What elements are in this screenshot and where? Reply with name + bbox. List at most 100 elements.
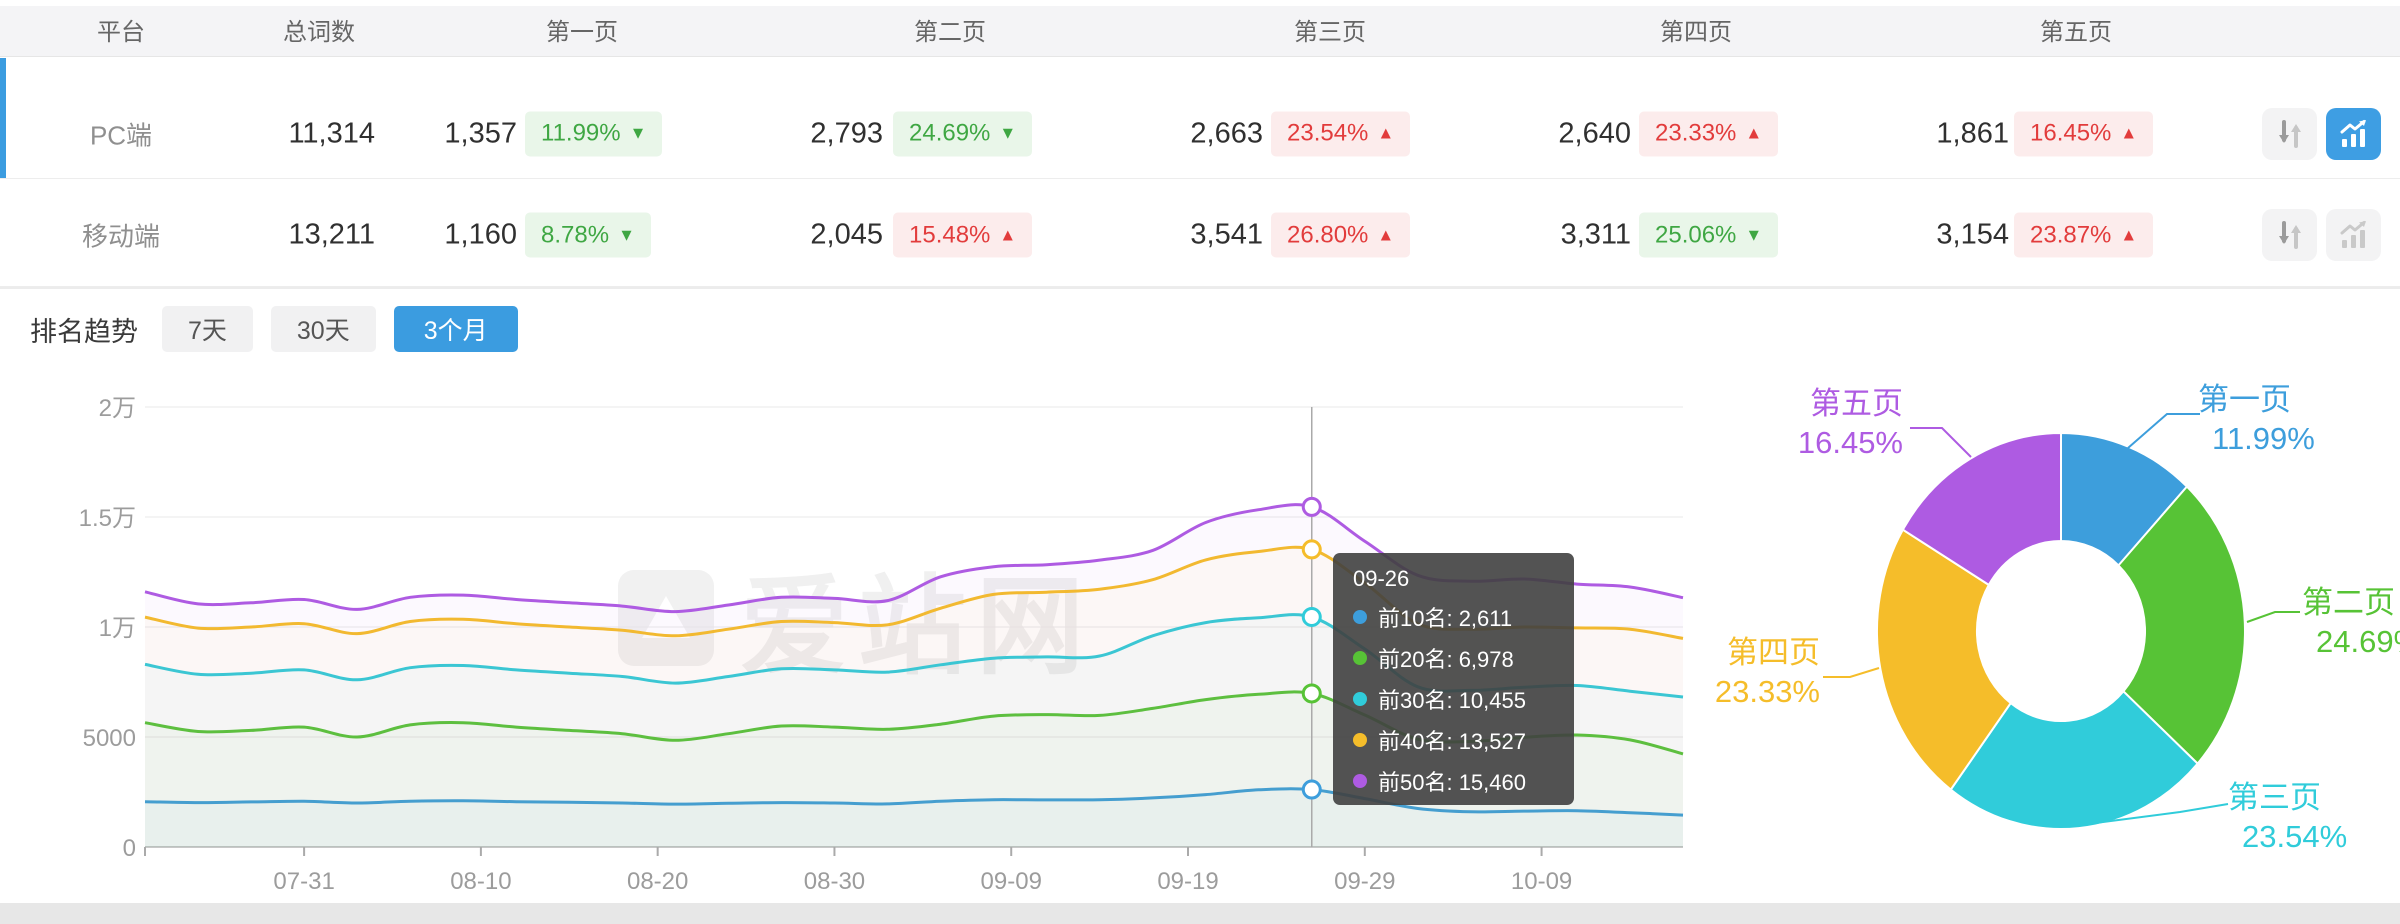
charts-canvas: 0 5000 1万 1.5万 2万 07-31 08-10 08-20 08-30 09-09 09… bbox=[79, 395, 2300, 895]
donut-slice-3[interactable] bbox=[1875, 528, 2013, 792]
up-triangle-icon: ▲ bbox=[2120, 225, 2138, 245]
aizhan-logo-icon bbox=[618, 570, 714, 666]
col-header-page4: 第四页 bbox=[1660, 19, 1732, 46]
x-axis-label: 08-20 bbox=[627, 868, 688, 895]
series-dot-icon bbox=[1353, 651, 1367, 665]
col-header-page3: 第三页 bbox=[1294, 19, 1366, 46]
trend-section-title: 排名趋势 bbox=[30, 316, 138, 347]
down-triangle-icon: ▼ bbox=[629, 123, 647, 143]
page5-count: 1,861 bbox=[1936, 117, 2009, 150]
donut-connector-2 bbox=[2079, 803, 2229, 826]
platform-label: 移动端 bbox=[81, 221, 160, 252]
col-header-page1: 第一页 bbox=[546, 19, 618, 46]
tab-30days[interactable]: 30天 bbox=[270, 306, 376, 352]
tooltip-item: 前10名: 2,611 bbox=[1353, 601, 1554, 633]
bottom-band bbox=[0, 903, 2400, 924]
series-dot-icon bbox=[1353, 733, 1367, 747]
tooltip-item: 前30名: 10,455 bbox=[1353, 683, 1554, 715]
table-row-pc[interactable]: PC端 11,314 1,357 11.99% ▼ 2,793 24.69% ▼ 2… bbox=[0, 58, 2400, 179]
tooltip-date: 09-26 bbox=[1353, 566, 1410, 591]
x-axis-label: 08-30 bbox=[804, 868, 865, 895]
donut-connector-0 bbox=[2127, 413, 2200, 449]
donut-slice-1[interactable] bbox=[2117, 485, 2246, 766]
hover-marker-0 bbox=[1301, 779, 1322, 800]
selected-row-accent bbox=[0, 58, 6, 178]
x-axis-label: 07-31 bbox=[273, 868, 334, 895]
donut-label-page3: 第三页 23.54% bbox=[2228, 780, 2348, 854]
up-triangle-icon: ▲ bbox=[1377, 225, 1395, 245]
table-row-mobile[interactable]: 移动端 13,211 1,160 8.78% ▼ 2,045 15.48% ▲ 3,… bbox=[0, 180, 2400, 287]
down-triangle-icon: ▼ bbox=[618, 225, 635, 245]
trend-button-active[interactable] bbox=[2326, 107, 2381, 160]
y-axis-label: 5000 bbox=[83, 725, 136, 752]
col-header-page2: 第二页 bbox=[914, 19, 986, 46]
up-triangle-icon: ▲ bbox=[2120, 123, 2138, 143]
page5-count: 3,154 bbox=[1936, 218, 2009, 251]
page5-change-badge: 16.45% ▲ bbox=[2014, 111, 2154, 157]
sort-button[interactable] bbox=[2262, 107, 2317, 160]
tooltip-item: 前20名: 6,978 bbox=[1353, 642, 1554, 674]
x-axis-label: 10-09 bbox=[1511, 868, 1572, 895]
y-axis-label: 1万 bbox=[99, 615, 136, 642]
sort-arrows-icon bbox=[2278, 119, 2301, 148]
tab-7days[interactable]: 7天 bbox=[162, 306, 253, 352]
series-dot-icon bbox=[1353, 692, 1367, 706]
x-axis-label: 09-19 bbox=[1157, 868, 1218, 895]
donut-label-page5: 第五页 16.45% bbox=[1797, 386, 1903, 460]
table-header: 平台 总词数 第一页 第二页 第三页 第四页 第五页 bbox=[0, 6, 2400, 57]
page3-count: 3,541 bbox=[1190, 218, 1263, 251]
dashboard-card: 平台 总词数 第一页 第二页 第三页 第四页 第五页 PC端 11,314 1,… bbox=[0, 0, 2400, 903]
chart-tooltip: 09-26 前10名: 2,611 前20名: 6,978 前30名: 10,455… bbox=[1333, 553, 1574, 805]
page3-change-badge: 23.54% ▲ bbox=[1271, 111, 1411, 157]
platform-label: PC端 bbox=[89, 120, 153, 151]
hover-marker-3 bbox=[1301, 539, 1322, 560]
y-axis-label: 2万 bbox=[99, 395, 136, 422]
tooltip-item: 前50名: 15,460 bbox=[1353, 765, 1554, 797]
col-header-platform: 平台 bbox=[97, 19, 145, 46]
page4-change-badge: 25.06% ▼ bbox=[1639, 212, 1779, 258]
up-triangle-icon: ▲ bbox=[1377, 123, 1395, 143]
page5-change-badge: 23.87% ▲ bbox=[2014, 212, 2154, 258]
trend-chart-icon bbox=[2340, 221, 2366, 249]
series-dot-icon bbox=[1353, 774, 1367, 788]
series-line-0[interactable] bbox=[144, 787, 1684, 817]
x-axis-label: 09-09 bbox=[981, 868, 1042, 895]
page4-count: 2,640 bbox=[1558, 117, 1631, 150]
col-header-page5: 第五页 bbox=[2040, 19, 2112, 46]
page2-count: 2,045 bbox=[810, 218, 883, 251]
hover-marker-4 bbox=[1301, 496, 1322, 517]
total-words: 13,211 bbox=[288, 218, 375, 251]
series-dot-icon bbox=[1353, 610, 1367, 624]
page3-change-badge: 26.80% ▲ bbox=[1271, 212, 1411, 258]
section-divider bbox=[0, 287, 2400, 289]
page4-count: 3,311 bbox=[1560, 218, 1631, 251]
donut-connector-4 bbox=[1910, 427, 1972, 458]
page2-count: 2,793 bbox=[810, 117, 883, 150]
up-triangle-icon: ▲ bbox=[999, 225, 1017, 245]
page2-change-badge: 24.69% ▼ bbox=[893, 111, 1033, 157]
sort-button[interactable] bbox=[2262, 209, 2317, 262]
col-header-total: 总词数 bbox=[283, 19, 355, 46]
page1-change-badge: 8.78% ▼ bbox=[525, 212, 651, 258]
page1-change-badge: 11.99% ▼ bbox=[525, 111, 663, 157]
page3-count: 2,663 bbox=[1190, 117, 1263, 150]
page1-count: 1,160 bbox=[444, 218, 517, 251]
y-axis-label: 1.5万 bbox=[79, 505, 136, 532]
tab-3months[interactable]: 3个月 bbox=[393, 306, 518, 352]
down-triangle-icon: ▼ bbox=[999, 123, 1017, 143]
trend-section-header: 排名趋势 7天 30天 3个月 bbox=[30, 306, 536, 352]
trend-button[interactable] bbox=[2326, 209, 2381, 262]
tooltip-item: 前40名: 13,527 bbox=[1353, 724, 1554, 756]
page4-change-badge: 23.33% ▲ bbox=[1639, 111, 1779, 157]
donut-connector-3 bbox=[1823, 667, 1880, 678]
up-triangle-icon: ▲ bbox=[1745, 123, 1763, 143]
page2-change-badge: 15.48% ▲ bbox=[893, 212, 1033, 258]
donut-slice-2[interactable] bbox=[1949, 689, 2199, 830]
donut-slice-4[interactable] bbox=[1901, 431, 2062, 587]
hover-marker-2 bbox=[1301, 606, 1322, 627]
sort-arrows-icon bbox=[2278, 221, 2301, 250]
donut-label-page1: 第一页 11.99% bbox=[2198, 382, 2315, 456]
donut-connector-1 bbox=[2246, 611, 2300, 623]
total-words: 11,314 bbox=[288, 117, 375, 150]
